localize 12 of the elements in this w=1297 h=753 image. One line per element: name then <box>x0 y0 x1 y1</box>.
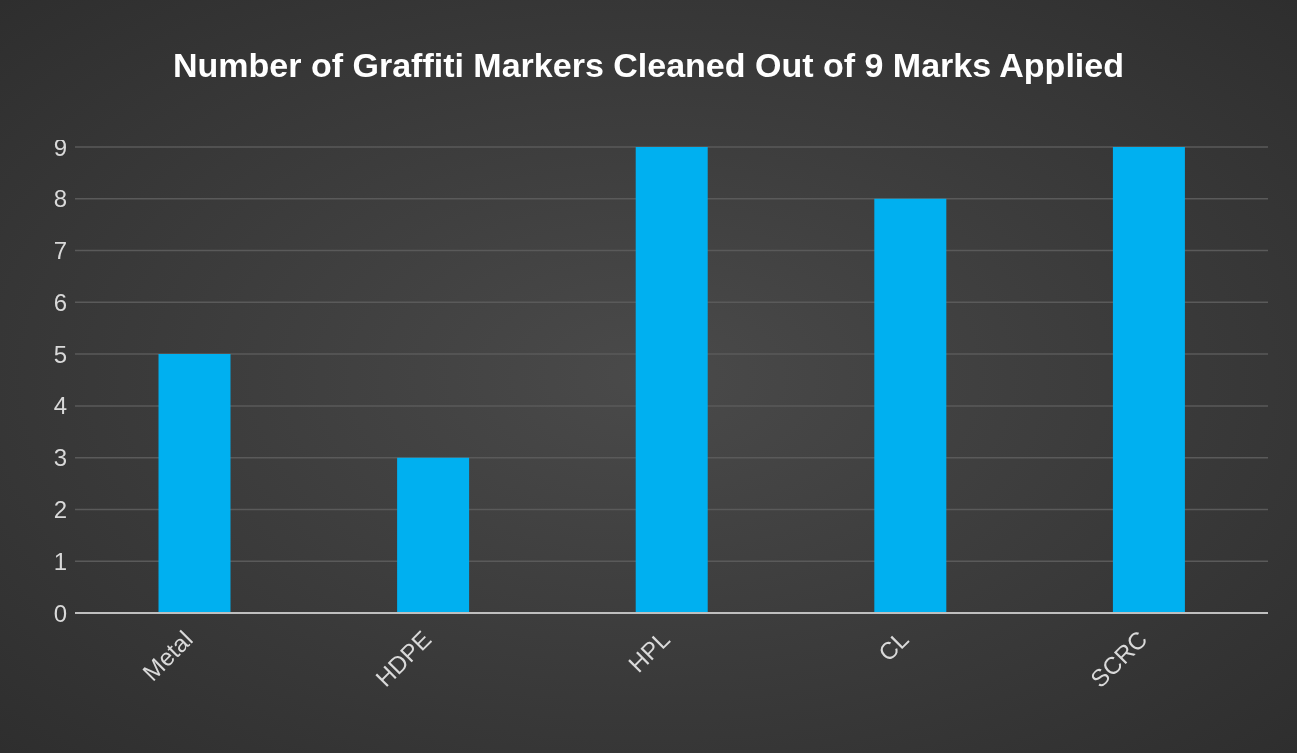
y-tick-label: 3 <box>53 444 67 472</box>
y-tick-label: 7 <box>53 237 67 265</box>
y-tick-label: 6 <box>53 288 67 316</box>
chart-title: Number of Graffiti Markers Cleaned Out of 9 Marks Applied <box>173 45 1124 85</box>
y-tick-label: 2 <box>53 495 67 523</box>
y-tick-label: 4 <box>53 392 67 420</box>
x-tick-label: HPL <box>622 625 676 678</box>
y-tick-label: 8 <box>53 185 67 213</box>
x-tick-label: CL <box>872 625 914 667</box>
y-tick-label: 1 <box>53 547 67 575</box>
y-tick-label: 5 <box>53 340 67 368</box>
y-tick-label: 0 <box>53 599 67 627</box>
